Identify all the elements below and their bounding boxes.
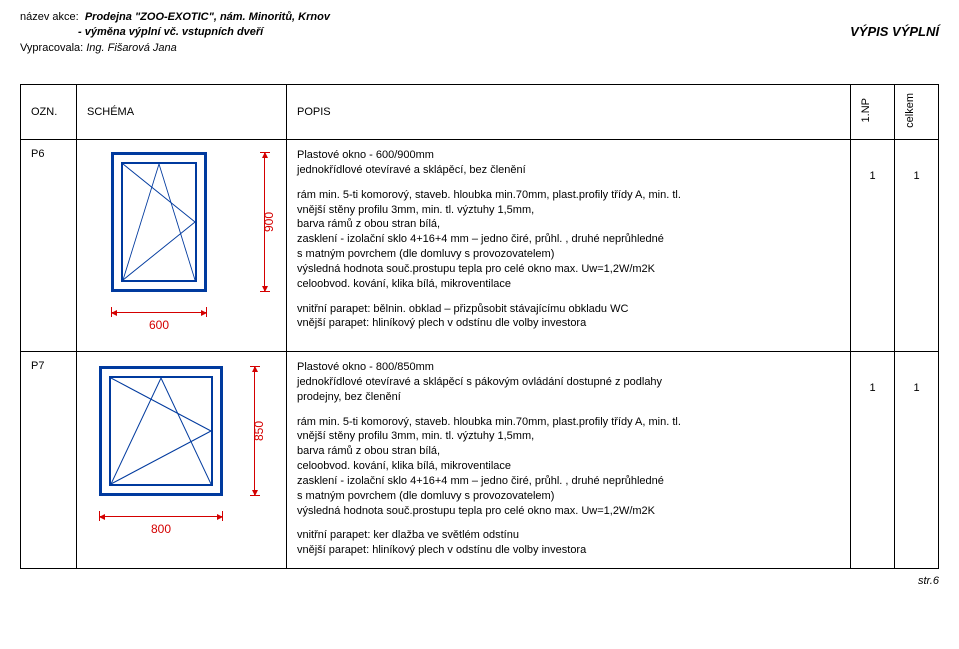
- desc-parapet1: vnitřní parapet: ker dlažba ve světlém o…: [297, 528, 840, 543]
- desc-line: zasklení - izolační sklo 4+16+4 mm – jed…: [297, 474, 840, 489]
- desc-line: barva rámů z obou stran bílá,: [297, 444, 840, 459]
- sash-lines-icon: [123, 164, 195, 280]
- dim-h-value: 600: [111, 318, 207, 332]
- desc-title1: Plastové okno - 600/900mm: [297, 148, 840, 163]
- row-celkem: 1: [895, 140, 939, 352]
- vypracovala-value: Ing. Fišarová Jana: [86, 42, 177, 54]
- desc-line: výsledná hodnota souč.prostupu tepla pro…: [297, 262, 840, 277]
- col-popis: POPIS: [287, 85, 851, 140]
- desc-title1: Plastové okno - 800/850mm: [297, 360, 840, 375]
- col-celkem: celkem: [895, 85, 939, 140]
- desc-title2: jednokřídlové otevíravé a sklápěcí s pák…: [297, 375, 840, 390]
- sheet-title: VÝPIS VÝPLNÍ: [850, 24, 939, 39]
- desc-line: vnější stěny profilu 3mm, min. tl. výztu…: [297, 429, 840, 444]
- row-code: P7: [21, 352, 77, 569]
- table-row: P6: [21, 140, 939, 352]
- row-schema: 850 800: [77, 352, 287, 569]
- desc-line: celoobvod. kování, klika bílá, mikrovent…: [297, 459, 840, 474]
- window-sash: [109, 376, 213, 486]
- dim-v: 850: [247, 366, 271, 496]
- page-header: název akce: Prodejna "ZOO-EXOTIC", nám. …: [20, 10, 939, 56]
- desc-line: rám min. 5-ti komorový, staveb. hloubka …: [297, 415, 840, 430]
- table-header-row: OZN. SCHÉMA POPIS 1.NP celkem: [21, 85, 939, 140]
- desc-line: výsledná hodnota souč.prostupu tepla pro…: [297, 504, 840, 519]
- window-sash: [121, 162, 197, 282]
- row-np: 1: [851, 140, 895, 352]
- desc-parapet1: vnitřní parapet: bělnin. obklad – přizpů…: [297, 302, 840, 317]
- nazev-line1: Prodejna "ZOO-EXOTIC", nám. Minoritů, Kr…: [85, 11, 330, 23]
- row-description: Plastové okno - 800/850mm jednokřídlové …: [287, 352, 851, 569]
- nazev-line2: - výměna výplní vč. vstupních dveří: [78, 26, 263, 38]
- spec-table: OZN. SCHÉMA POPIS 1.NP celkem P6: [20, 84, 939, 569]
- window-diagram: 850 800: [87, 360, 277, 560]
- dim-h-line: [111, 312, 207, 313]
- desc-line: celoobvod. kování, klika bílá, mikrovent…: [297, 277, 840, 292]
- dim-v-value: 850: [252, 421, 266, 441]
- desc-line: s matným povrchem (dle domluvy s provozo…: [297, 489, 840, 504]
- window-diagram: 900 600: [87, 148, 277, 343]
- row-description: Plastové okno - 600/900mm jednokřídlové …: [287, 140, 851, 352]
- window-frame: [111, 152, 207, 292]
- desc-parapet2: vnější parapet: hliníkový plech v odstín…: [297, 316, 840, 331]
- desc-parapet2: vnější parapet: hliníkový plech v odstín…: [297, 543, 840, 558]
- col-ozn: OZN.: [21, 85, 77, 140]
- header-left: název akce: Prodejna "ZOO-EXOTIC", nám. …: [20, 10, 330, 56]
- desc-line: vnější stěny profilu 3mm, min. tl. výztu…: [297, 203, 840, 218]
- desc-line: barva rámů z obou stran bílá,: [297, 217, 840, 232]
- row-schema: 900 600: [77, 140, 287, 352]
- col-np: 1.NP: [851, 85, 895, 140]
- desc-title2: jednokřídlové otevíravé a sklápěcí, bez …: [297, 163, 840, 178]
- desc-line: s matným povrchem (dle domluvy s provozo…: [297, 247, 840, 262]
- dim-v: 900: [257, 152, 281, 292]
- nazev-label: název akce:: [20, 11, 79, 23]
- vypracovala-label: Vypracovala:: [20, 42, 83, 54]
- row-np: 1: [851, 352, 895, 569]
- page-number: str.6: [20, 575, 939, 587]
- table-row: P7 850: [21, 352, 939, 569]
- row-celkem: 1: [895, 352, 939, 569]
- col-schema: SCHÉMA: [77, 85, 287, 140]
- dim-h-line: [99, 516, 223, 517]
- sash-lines-icon: [111, 378, 211, 484]
- desc-line: zasklení - izolační sklo 4+16+4 mm – jed…: [297, 232, 840, 247]
- row-code: P6: [21, 140, 77, 352]
- desc-title3: prodejny, bez členění: [297, 390, 840, 405]
- dim-h-value: 800: [99, 522, 223, 536]
- window-frame: [99, 366, 223, 496]
- dim-v-value: 900: [262, 212, 276, 232]
- desc-line: rám min. 5-ti komorový, staveb. hloubka …: [297, 188, 840, 203]
